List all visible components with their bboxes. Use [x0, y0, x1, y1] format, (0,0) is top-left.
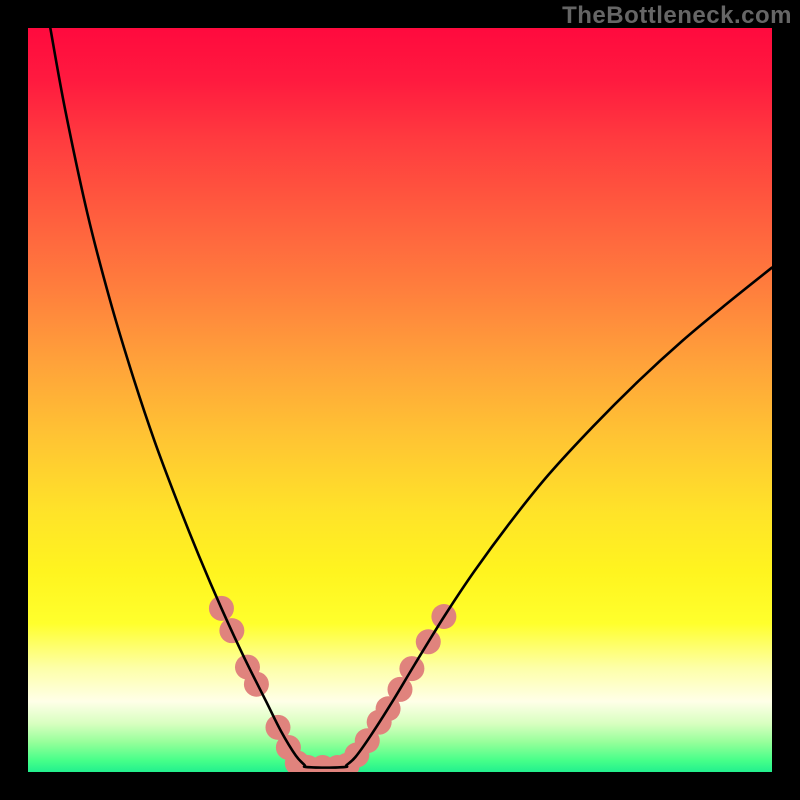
watermark-text: TheBottleneck.com	[562, 2, 792, 30]
chart-stage: TheBottleneck.com	[0, 0, 800, 800]
chart-svg	[0, 0, 800, 800]
plot-group	[50, 28, 772, 780]
